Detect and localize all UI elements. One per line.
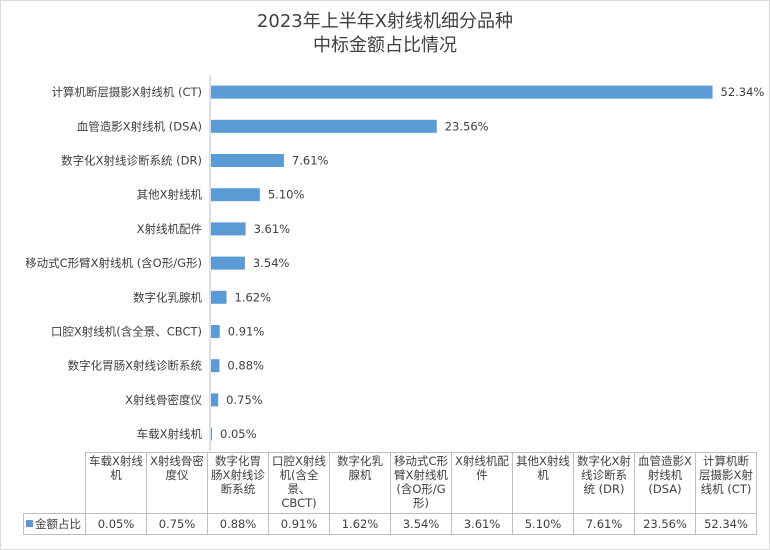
category-label: 数字化胃肠X射线诊断系统 (68, 359, 203, 373)
chart-title-line1: 2023年上半年X射线机细分品种 (256, 11, 514, 32)
bar (211, 359, 220, 373)
bar (211, 256, 245, 270)
data-label: 3.54% (253, 256, 290, 270)
data-table-value-cell: 0.91% (268, 513, 330, 535)
data-label: 52.34% (721, 85, 765, 99)
data-table-value-cell: 0.05% (85, 513, 147, 535)
category-label: X射线机配件 (137, 222, 202, 236)
data-table-header-cell: 移动式C形臂X射线机(含O形/G形) (390, 452, 452, 514)
bar (211, 188, 260, 202)
category-label: 计算机断层摄影X射线机 (CT) (51, 85, 202, 99)
category-label: 移动式C形臂X射线机 (含O形/G形) (25, 256, 202, 270)
data-label: 0.75% (226, 393, 263, 407)
category-label: 血管造影X射线机 (DSA) (77, 119, 202, 133)
data-label: 0.91% (228, 325, 265, 339)
bar (211, 325, 220, 338)
data-table-header-cell: 血管造影X射线机 (DSA) (634, 452, 696, 514)
bar (211, 427, 212, 441)
bar (211, 119, 437, 133)
category-label: 数字化乳腺机 (133, 290, 202, 304)
data-table-value-cell: 5.10% (512, 513, 574, 535)
data-table-value-cell: 3.54% (390, 513, 452, 535)
category-label: 数字化X射线诊断系统 (DR) (61, 154, 202, 168)
data-table-header-cell: 其他X射线机 (512, 452, 574, 514)
data-table-value-cell: 52.34% (695, 513, 757, 535)
data-table-header-cell: 口腔X射线机(含全景、CBCT) (268, 452, 330, 514)
chart-title: 2023年上半年X射线机细分品种 中标金额占比情况 (1, 10, 769, 58)
legend-swatch (26, 520, 33, 527)
category-label: X射线骨密度仪 (125, 393, 202, 407)
bar (211, 222, 246, 236)
data-table-header-cell: 数字化胃肠X射线诊断系统 (207, 452, 269, 514)
data-table-header-cell: X射线骨密度仪 (146, 452, 208, 514)
data-table-value-cell: 3.61% (451, 513, 513, 535)
bar (211, 290, 227, 304)
data-table-value-cell: 1.62% (329, 513, 391, 535)
data-label: 5.10% (268, 188, 305, 202)
data-label: 7.61% (292, 154, 329, 168)
data-label: 0.05% (220, 427, 257, 441)
data-label: 1.62% (235, 290, 272, 304)
data-table-header-cell: 数字化X射线诊断系统 (DR) (573, 452, 635, 514)
data-table-series-label: 金额占比 (23, 513, 86, 535)
data-label: 0.88% (227, 359, 264, 373)
category-label: 口腔X射线机(含全景、CBCT) (51, 325, 202, 339)
category-label: 车载X射线机 (137, 427, 203, 441)
bar (211, 154, 284, 167)
data-table-value-row: 金额占比 0.05% 0.75% 0.88% 0.91% 1.62% 3.54% 3.61%… (23, 513, 757, 535)
data-table-corner (23, 452, 86, 514)
series-name: 金额占比 (35, 517, 81, 531)
data-label: 23.56% (445, 119, 489, 133)
data-table-value-cell: 23.56% (634, 513, 696, 535)
bar-chart: 计算机断层摄影X射线机 (CT) 52.34% 血管造影X射线机 (DSA) 23.5… (25, 75, 765, 451)
data-table-header-row: 车载X射线机 X射线骨密度仪 数字化胃肠X射线诊断系统 口腔X射线机(含全景、CBCT… (23, 452, 757, 514)
data-table-header-cell: X射线机配件 (451, 452, 513, 514)
data-table-header-cell: 计算机断层摄影X射线机 (CT) (695, 452, 757, 514)
data-table-header-cell: 数字化乳腺机 (329, 452, 391, 514)
bar (211, 393, 219, 407)
bar (211, 85, 713, 99)
data-table-value-cell: 0.75% (146, 513, 208, 535)
chart-title-line2: 中标金额占比情况 (313, 35, 457, 56)
data-table-value-cell: 0.88% (207, 513, 269, 535)
data-label: 3.61% (254, 222, 291, 236)
data-table-value-cell: 7.61% (573, 513, 635, 535)
data-table: 车载X射线机 X射线骨密度仪 数字化胃肠X射线诊断系统 口腔X射线机(含全景、CBCT… (23, 452, 757, 535)
category-label: 其他X射线机 (137, 188, 203, 202)
data-table-header-cell: 车载X射线机 (85, 452, 147, 514)
